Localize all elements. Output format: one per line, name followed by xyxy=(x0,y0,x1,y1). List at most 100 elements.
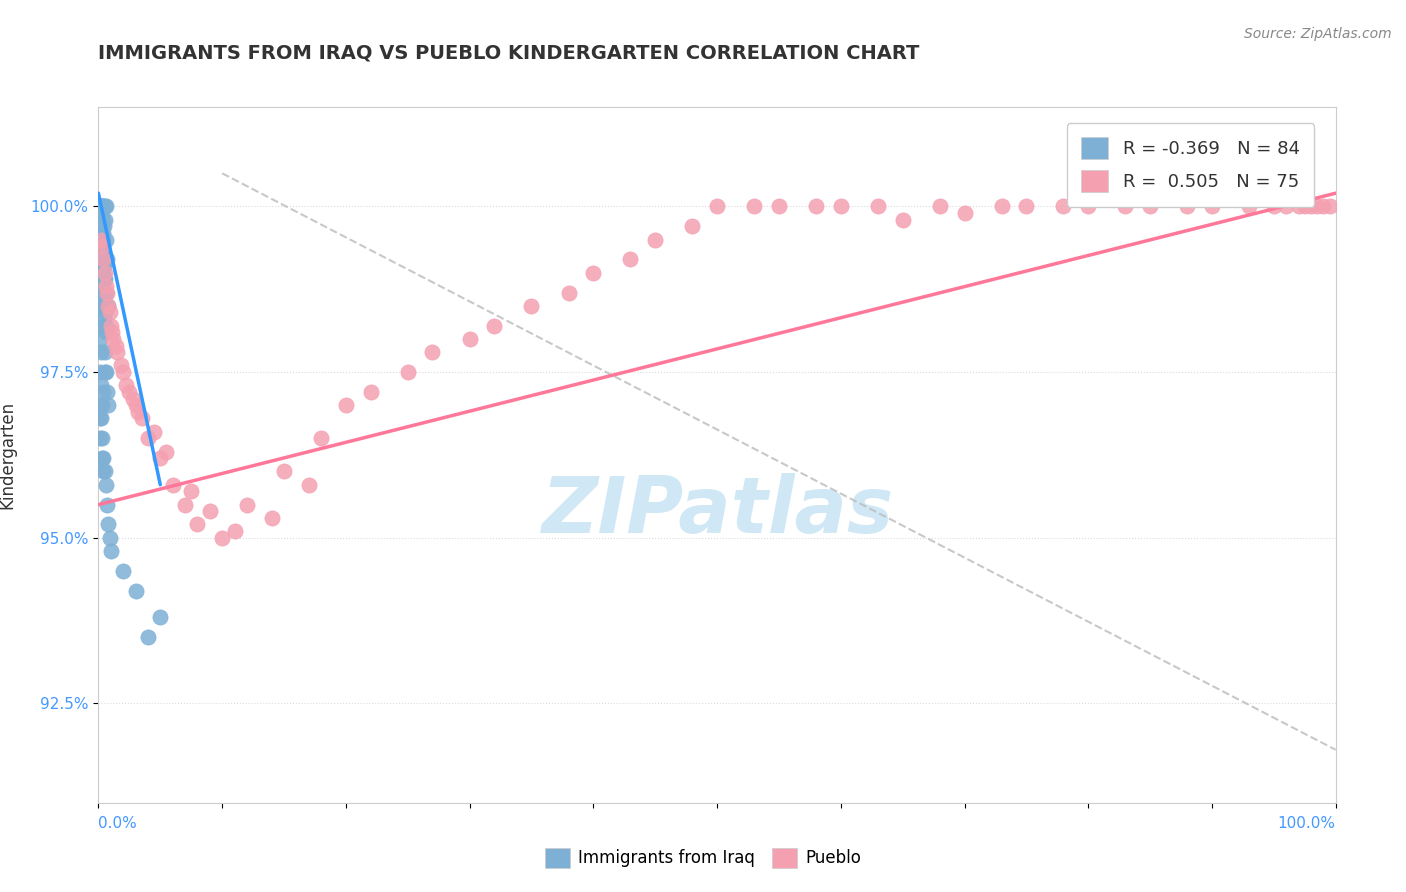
Point xyxy=(93,451,115,466)
Point xyxy=(105,345,128,359)
Point xyxy=(90,451,112,466)
Point xyxy=(96,498,118,512)
Point xyxy=(91,199,114,213)
Point xyxy=(742,199,765,213)
Point xyxy=(94,477,117,491)
Legend: Immigrants from Iraq, Pueblo: Immigrants from Iraq, Pueblo xyxy=(538,841,868,875)
Point xyxy=(458,332,481,346)
Point xyxy=(1294,199,1316,213)
Point xyxy=(90,272,112,286)
Point xyxy=(1077,199,1099,213)
Point xyxy=(90,259,112,273)
Point xyxy=(93,219,115,234)
Point xyxy=(89,285,111,300)
Point xyxy=(93,365,115,379)
Point xyxy=(93,345,115,359)
Point xyxy=(112,365,135,379)
Point xyxy=(644,233,666,247)
Point xyxy=(94,199,117,213)
Point xyxy=(89,219,111,234)
Point xyxy=(91,279,114,293)
Point xyxy=(891,212,914,227)
Y-axis label: Kindergarten: Kindergarten xyxy=(0,401,17,509)
Point xyxy=(1201,199,1223,213)
Point xyxy=(90,199,112,213)
Point xyxy=(155,444,177,458)
Point xyxy=(114,378,136,392)
Point xyxy=(335,398,357,412)
Point xyxy=(211,531,233,545)
Point xyxy=(360,384,382,399)
Point xyxy=(557,285,579,300)
Point xyxy=(91,239,114,253)
Point xyxy=(97,398,120,412)
Point xyxy=(91,431,114,445)
Text: 100.0%: 100.0% xyxy=(1278,816,1336,831)
Point xyxy=(89,411,111,425)
Point xyxy=(97,299,120,313)
Point xyxy=(1312,199,1334,213)
Point xyxy=(90,245,112,260)
Point xyxy=(260,511,283,525)
Point xyxy=(520,299,543,313)
Point xyxy=(89,233,111,247)
Point xyxy=(118,384,141,399)
Point xyxy=(89,206,111,220)
Point xyxy=(97,517,120,532)
Point xyxy=(1139,199,1161,213)
Point xyxy=(94,326,117,340)
Point xyxy=(93,199,115,213)
Point xyxy=(198,504,221,518)
Point xyxy=(1052,199,1074,213)
Text: IMMIGRANTS FROM IRAQ VS PUEBLO KINDERGARTEN CORRELATION CHART: IMMIGRANTS FROM IRAQ VS PUEBLO KINDERGAR… xyxy=(98,44,920,62)
Point xyxy=(97,299,120,313)
Point xyxy=(94,233,117,247)
Point xyxy=(93,252,115,267)
Point xyxy=(94,279,117,293)
Point xyxy=(162,477,184,491)
Point xyxy=(94,212,117,227)
Point xyxy=(1319,199,1341,213)
Point xyxy=(96,285,118,300)
Point xyxy=(91,233,114,247)
Point xyxy=(112,564,135,578)
Point xyxy=(149,610,172,624)
Point xyxy=(91,266,114,280)
Point xyxy=(90,252,112,267)
Point xyxy=(90,219,112,234)
Point xyxy=(101,326,124,340)
Point xyxy=(93,259,115,273)
Point xyxy=(89,212,111,227)
Point xyxy=(1288,199,1310,213)
Point xyxy=(98,305,121,319)
Point xyxy=(93,199,115,213)
Point xyxy=(91,465,114,479)
Point xyxy=(96,252,118,267)
Point xyxy=(94,318,117,333)
Point xyxy=(89,299,111,313)
Point xyxy=(93,266,115,280)
Point xyxy=(93,299,115,313)
Point xyxy=(396,365,419,379)
Point xyxy=(89,365,111,379)
Point xyxy=(96,384,118,399)
Point xyxy=(110,359,132,373)
Point xyxy=(1263,199,1285,213)
Point xyxy=(309,431,332,445)
Point xyxy=(143,425,166,439)
Point xyxy=(1306,199,1329,213)
Point xyxy=(149,451,172,466)
Legend: R = -0.369   N = 84, R =  0.505   N = 75: R = -0.369 N = 84, R = 0.505 N = 75 xyxy=(1067,123,1315,207)
Point xyxy=(1237,199,1260,213)
Point xyxy=(103,332,125,346)
Point xyxy=(87,199,110,213)
Point xyxy=(89,239,111,253)
Point xyxy=(89,266,111,280)
Text: 0.0%: 0.0% xyxy=(98,816,138,831)
Point xyxy=(104,338,127,352)
Point xyxy=(90,378,112,392)
Point xyxy=(100,544,122,558)
Point xyxy=(91,245,114,260)
Point xyxy=(89,206,111,220)
Point xyxy=(90,245,112,260)
